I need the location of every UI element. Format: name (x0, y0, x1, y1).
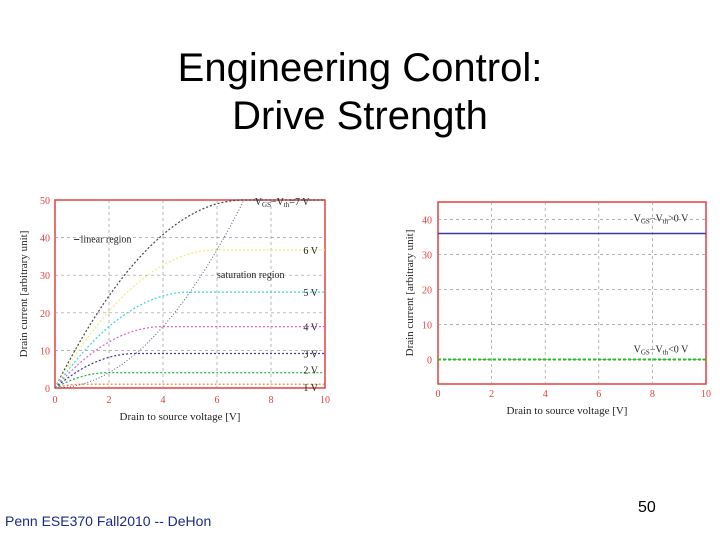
x-tick-label: 4 (161, 395, 166, 406)
x-tick-label: 4 (543, 389, 548, 400)
left-iv-chart: 0 2 4 6 8 10 0 10 20 30 40 50 Drain to source voltag… (18, 196, 330, 423)
y-axis-label: Drain current [arbitrary unit] (18, 231, 30, 358)
x-axis-label: Drain to source voltage [V] (120, 411, 241, 423)
x-axis-label: Drain to source voltage [V] (507, 405, 628, 417)
y-tick-label: 10 (422, 321, 432, 332)
y-tick-label: 40 (422, 216, 432, 227)
series-line-1v (54, 383, 325, 389)
footer-credit: Penn ESE370 Fall2010 -- DeHon (5, 513, 212, 529)
y-tick-label: 0 (427, 356, 432, 367)
x-tick-label: 8 (650, 389, 655, 400)
series-label-3v: 3 V (303, 349, 318, 360)
x-tick-label: 0 (53, 395, 58, 406)
y-tick-label: 30 (40, 271, 50, 282)
saturation-boundary (54, 199, 245, 389)
series-label-5v: 5 V (303, 288, 318, 299)
x-tick-label: 8 (269, 395, 274, 406)
series-line-2v (54, 372, 325, 389)
annotation-saturation-region: saturation region (217, 270, 284, 281)
x-tick-label: 10 (320, 395, 330, 406)
right-iv-chart: 0 2 4 6 8 10 0 10 20 30 40 Drain to source voltage … (404, 201, 711, 417)
series-line-4v (54, 326, 325, 389)
y-tick-label: 20 (40, 309, 50, 320)
y-tick-label: 20 (422, 286, 432, 297)
slide-title-line-1: Engineering Control: (177, 46, 543, 90)
series-line-5v (54, 291, 325, 389)
series-line-3v (54, 352, 325, 389)
series-label-off: VGS−Vth<0 V (634, 345, 689, 357)
y-tick-label: 30 (422, 251, 432, 262)
x-tick-label: 6 (215, 395, 220, 406)
page-number: 50 (638, 499, 656, 516)
y-tick-label: 10 (40, 346, 50, 357)
plot-frame (437, 201, 707, 385)
series-label-2v: 2 V (303, 366, 318, 377)
x-tick-label: 10 (701, 389, 711, 400)
series-label-on: VGS−Vth>0 V (634, 214, 689, 226)
series-label-4v: 4 V (303, 323, 318, 334)
slide-title: Engineering Control: Drive Strength (0, 44, 720, 140)
series-label-6v: 6 V (303, 246, 318, 257)
y-tick-label: 0 (45, 384, 50, 395)
x-tick-label: 0 (436, 389, 441, 400)
annotation-linear-region: linear region (81, 234, 132, 245)
slide-title-line-2: Drive Strength (232, 94, 488, 138)
y-axis-label: Drain current [arbitrary unit] (404, 230, 416, 357)
series-label-1v: 1 V (303, 383, 318, 394)
y-tick-label: 40 (40, 234, 50, 245)
series-label-7v: VGS−Vth=7 V (255, 197, 310, 209)
y-tick-label: 50 (40, 196, 50, 207)
x-tick-label: 6 (596, 389, 601, 400)
plot-frame (54, 199, 326, 389)
x-tick-label: 2 (107, 395, 112, 406)
series-line-6v (54, 249, 325, 389)
x-tick-label: 2 (489, 389, 494, 400)
